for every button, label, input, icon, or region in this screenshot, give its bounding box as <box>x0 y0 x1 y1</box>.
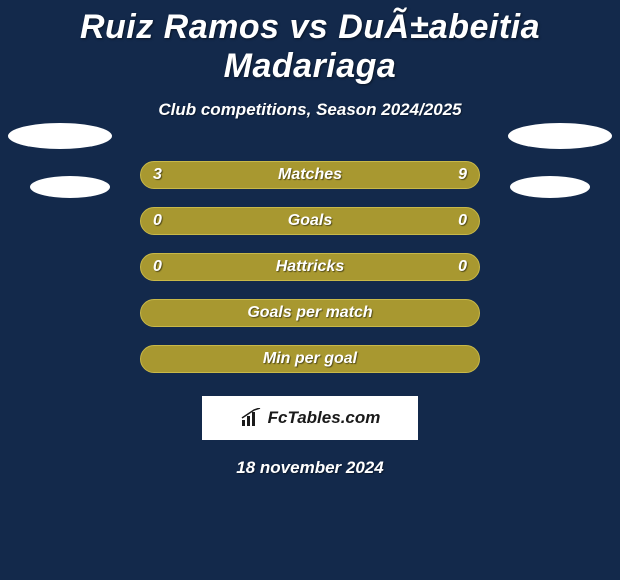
stat-label: Goals per match <box>247 304 372 322</box>
comparison-infographic: Ruiz Ramos vs DuÃ±abeitia Madariaga Club… <box>0 0 620 580</box>
stat-bar: 0 Goals 0 <box>140 207 480 235</box>
stat-bar: Goals per match <box>140 299 480 327</box>
stat-label: Matches <box>278 166 342 184</box>
stat-row: 0 Goals 0 <box>0 198 620 244</box>
stat-right-value: 9 <box>458 166 467 184</box>
stat-row: Min per goal <box>0 336 620 382</box>
player-oval <box>30 176 110 198</box>
page-title: Ruiz Ramos vs DuÃ±abeitia Madariaga <box>0 0 620 86</box>
stat-bar: 3 Matches 9 <box>140 161 480 189</box>
player-oval <box>510 176 590 198</box>
stat-label: Goals <box>288 212 332 230</box>
stat-left-value: 3 <box>153 166 162 184</box>
logo-text: FcTables.com <box>268 408 381 428</box>
player-oval <box>508 123 612 149</box>
stat-right-value: 0 <box>458 258 467 276</box>
stat-left-value: 0 <box>153 258 162 276</box>
stat-bar: Min per goal <box>140 345 480 373</box>
stat-label: Min per goal <box>263 350 357 368</box>
stat-row: 0 Hattricks 0 <box>0 244 620 290</box>
date: 18 november 2024 <box>0 458 620 478</box>
stat-bar: 0 Hattricks 0 <box>140 253 480 281</box>
stat-left-value: 0 <box>153 212 162 230</box>
stat-right-value: 0 <box>458 212 467 230</box>
logo-box: FcTables.com <box>202 396 418 440</box>
chart-icon <box>240 408 264 428</box>
stat-label: Hattricks <box>276 258 344 276</box>
subtitle: Club competitions, Season 2024/2025 <box>0 100 620 120</box>
player-oval <box>8 123 112 149</box>
stat-row: Goals per match <box>0 290 620 336</box>
